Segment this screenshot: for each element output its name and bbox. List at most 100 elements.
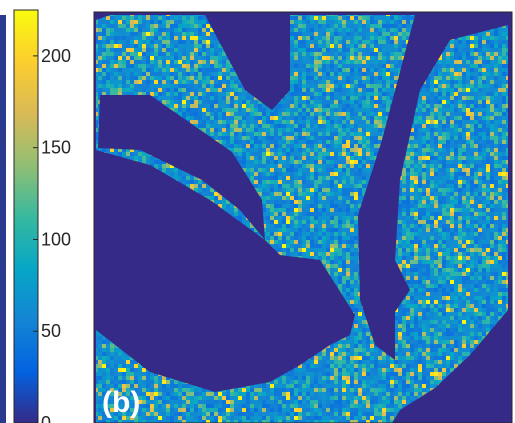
heatmap-cell xyxy=(474,144,478,148)
heatmap-cell xyxy=(154,52,158,56)
heatmap-cell xyxy=(474,168,478,172)
heatmap-cell xyxy=(194,80,198,84)
heatmap-cell xyxy=(198,16,202,20)
heatmap-cell xyxy=(386,15,390,16)
heatmap-cell xyxy=(174,44,178,48)
heatmap-cell xyxy=(194,24,198,28)
heatmap-cell xyxy=(262,200,266,204)
heatmap-cell xyxy=(122,28,126,32)
heatmap-cell xyxy=(174,28,178,32)
heatmap-cell xyxy=(350,124,354,128)
heatmap-cell xyxy=(118,72,122,76)
heatmap-cell xyxy=(338,160,342,164)
heatmap-cell xyxy=(350,88,354,92)
heatmap-cell xyxy=(370,124,374,128)
heatmap-cell xyxy=(426,192,430,196)
heatmap-cell xyxy=(266,160,270,164)
heatmap-cell xyxy=(426,92,430,96)
heatmap-cell xyxy=(302,192,306,196)
heatmap-cell xyxy=(486,144,490,148)
heatmap-cell xyxy=(258,104,262,108)
heatmap-cell xyxy=(110,40,114,44)
heatmap-cell xyxy=(162,52,166,56)
heatmap-cell xyxy=(186,116,190,120)
heatmap-cell xyxy=(210,52,214,56)
heatmap-cell xyxy=(162,16,166,20)
heatmap-cell xyxy=(342,144,346,148)
heatmap-cell xyxy=(182,36,186,40)
heatmap-cell xyxy=(106,48,110,52)
heatmap-cell xyxy=(110,44,114,48)
heatmap-cell xyxy=(430,156,434,160)
heatmap-cell xyxy=(158,52,162,56)
heatmap-cell xyxy=(306,112,310,116)
heatmap-cell xyxy=(298,120,302,124)
heatmap-cell xyxy=(190,16,194,20)
heatmap-cell xyxy=(446,124,450,128)
heatmap-cell xyxy=(294,184,298,188)
heatmap-cell xyxy=(138,40,142,44)
heatmap-cell xyxy=(266,184,270,188)
heatmap-cell xyxy=(454,80,458,84)
heatmap-cell xyxy=(322,156,326,160)
heatmap-cell xyxy=(458,152,462,156)
heatmap-cell xyxy=(406,192,410,196)
heatmap-cell xyxy=(466,196,470,200)
heatmap-cell xyxy=(186,24,190,28)
heatmap-cell xyxy=(306,76,310,80)
heatmap-cell xyxy=(442,92,446,96)
heatmap-cell xyxy=(474,84,478,88)
heatmap-cell xyxy=(330,20,334,24)
heatmap-cell xyxy=(122,40,126,44)
heatmap-cell xyxy=(350,160,354,164)
heatmap-cell xyxy=(490,72,494,76)
heatmap-cell xyxy=(354,116,358,120)
heatmap-cell xyxy=(146,16,150,20)
heatmap-cell xyxy=(190,36,194,40)
heatmap-cell xyxy=(310,56,314,60)
heatmap-cell xyxy=(346,52,350,56)
heatmap-cell xyxy=(462,64,466,68)
heatmap-cell xyxy=(138,56,142,60)
heatmap-cell xyxy=(238,144,242,148)
heatmap-cell xyxy=(470,108,474,112)
heatmap-cell xyxy=(154,164,158,168)
heatmap-cell xyxy=(318,56,322,60)
heatmap-cell xyxy=(234,84,238,88)
heatmap-cell xyxy=(150,40,154,44)
heatmap-cell xyxy=(486,40,490,44)
heatmap-cell xyxy=(214,88,218,92)
heatmap-cell xyxy=(366,168,370,172)
heatmap-cell xyxy=(222,52,226,56)
heatmap-cell xyxy=(202,40,206,44)
heatmap-cell xyxy=(286,108,290,112)
heatmap-cell xyxy=(162,48,166,52)
heatmap-cell xyxy=(222,80,226,84)
heatmap-cell xyxy=(266,180,270,184)
heatmap-cell xyxy=(290,68,294,72)
heatmap-cell xyxy=(210,36,214,40)
heatmap-cell xyxy=(302,52,306,56)
heatmap-cell xyxy=(366,48,370,52)
heatmap-cell xyxy=(190,56,194,60)
heatmap-cell xyxy=(374,112,378,116)
heatmap-cell xyxy=(454,68,458,72)
heatmap-cell xyxy=(98,84,102,88)
heatmap-cell xyxy=(362,164,366,168)
heatmap-cell xyxy=(222,128,226,132)
heatmap-cell xyxy=(398,40,402,44)
heatmap-cell xyxy=(422,132,426,136)
heatmap-cell xyxy=(294,84,298,88)
heatmap-cell xyxy=(138,24,142,28)
heatmap-cell xyxy=(478,48,482,52)
heatmap-cell xyxy=(222,104,226,108)
heatmap-cell xyxy=(218,92,222,96)
heatmap-cell xyxy=(290,188,294,192)
heatmap-cell xyxy=(166,56,170,60)
heatmap-cell xyxy=(378,96,382,100)
heatmap-cell xyxy=(422,192,426,196)
heatmap-cell xyxy=(114,64,118,68)
heatmap-cell xyxy=(234,124,238,128)
heatmap-cell xyxy=(414,160,418,164)
heatmap-cell xyxy=(102,24,106,28)
